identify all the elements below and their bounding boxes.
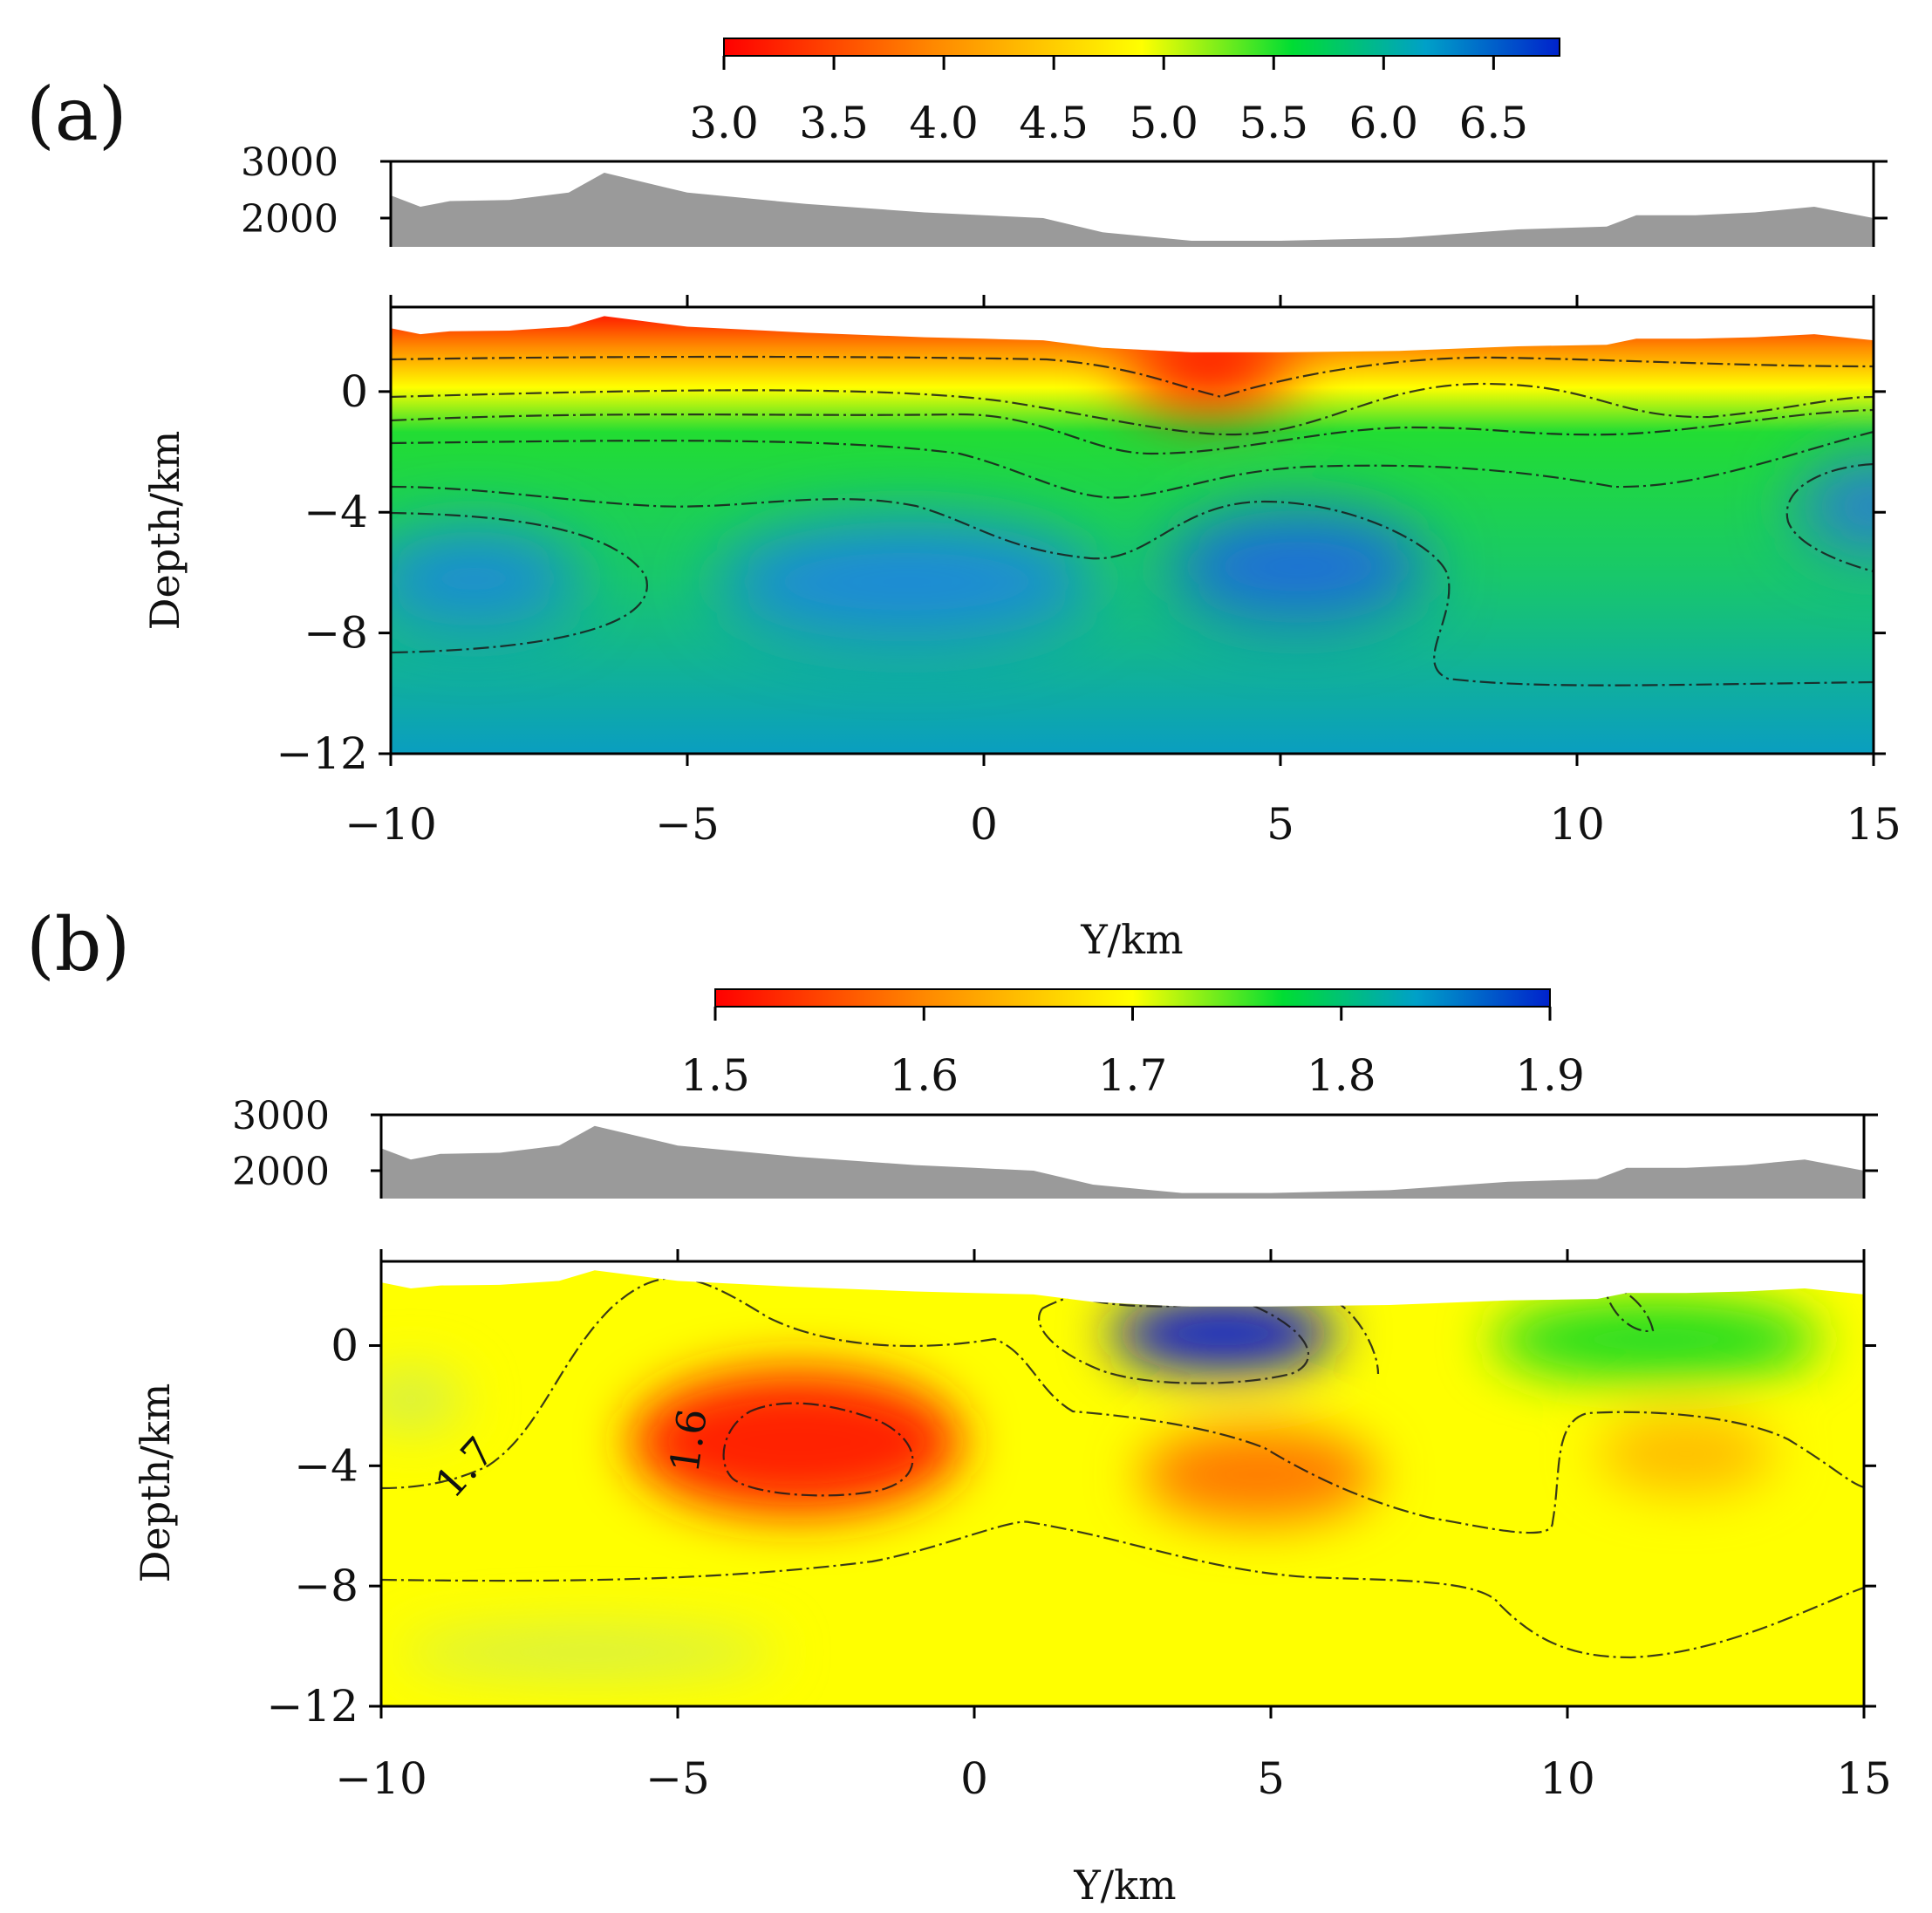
- y-tick-label: −4: [294, 1440, 358, 1491]
- colorbar-tick-label: 1.9: [1515, 1050, 1585, 1101]
- anomaly-mid: [399, 1628, 779, 1677]
- x-tick-label: 5: [1266, 799, 1294, 850]
- y-tick-label: −12: [266, 1681, 358, 1732]
- panel-a-topo-label-2000: 2000: [241, 197, 338, 242]
- x-tick-label: −10: [335, 1753, 427, 1804]
- panel-b-field: 1.7 1.6: [381, 1270, 1864, 1706]
- panel-a-contour-line: [391, 430, 1874, 499]
- panel-b-axes: −10 −5 0 5 10 15 0 −4 −8 −12: [266, 1249, 1892, 1804]
- colorbar-tick-label: 1.6: [889, 1050, 959, 1101]
- anomaly-low: [1126, 328, 1293, 407]
- panel-a-contour-line: [391, 485, 1874, 687]
- panel-a-ylabel: Depth/km: [141, 431, 188, 631]
- colorbar-tick-label: 4.0: [909, 98, 979, 148]
- y-tick-label: −12: [276, 728, 368, 779]
- panel-b-topography: 3000 2000: [232, 1094, 1878, 1199]
- anomaly-low: [630, 1370, 963, 1514]
- panel-b-anomalies: [381, 1294, 1823, 1677]
- panel-b-section: 1.7 1.6 −10 −5 0 5 10 15 0 −4 −8 −12 Depth/km Y/k…: [132, 1249, 1892, 1909]
- x-tick-label: 15: [1846, 799, 1901, 850]
- anomaly-high: [717, 521, 1097, 642]
- anomaly-high: [391, 530, 581, 627]
- panel-a-axes: −10 −5 0 5 10 15 0 −4 −8 −12: [276, 295, 1901, 850]
- panel-b-contour-line: [381, 1520, 1864, 1659]
- x-tick-label: 0: [960, 1753, 988, 1804]
- panel-a-colorbar-bar: [723, 38, 1560, 57]
- colorbar-tick-label: 3.5: [799, 98, 869, 148]
- colorbar-tick-label: 6.5: [1459, 98, 1529, 148]
- anomaly-high: [1110, 1294, 1336, 1373]
- anomaly-low: [1597, 1414, 1775, 1493]
- y-tick-label: −4: [304, 487, 368, 537]
- x-tick-label: 0: [970, 799, 998, 850]
- x-tick-label: 10: [1549, 799, 1605, 850]
- panel-a-anomalies: [391, 328, 1874, 642]
- panel-b-colorbar-ticks: 1.5 1.6 1.7 1.8 1.9: [680, 1007, 1585, 1101]
- panel-b: (b) 1.5 1.6 1.7 1.8 1.9 3000 2000: [26, 902, 1892, 1909]
- panel-a-field-background: [391, 316, 1874, 754]
- x-tick-label: −5: [655, 799, 720, 850]
- anomaly-mid: [381, 1370, 465, 1430]
- panel-b-topo-label-2000: 2000: [232, 1150, 330, 1194]
- panel-a-field: [391, 316, 1874, 754]
- panel-a-contour-line: [391, 408, 1874, 455]
- y-tick-label: 0: [331, 1320, 358, 1370]
- x-tick-label: 10: [1539, 1753, 1595, 1804]
- panel-a-topography: 3000 2000: [241, 140, 1888, 247]
- x-tick-label: −10: [345, 799, 437, 850]
- panel-a-section: −10 −5 0 5 10 15 0 −4 −8 −12 Depth/km Y/km: [141, 295, 1901, 963]
- x-tick-label: 5: [1257, 1753, 1285, 1804]
- panel-b-topo-profile: [381, 1125, 1864, 1199]
- x-tick-label: −5: [645, 1753, 710, 1804]
- anomaly-high: [1796, 457, 1874, 555]
- panel-a-label: (a): [26, 72, 127, 157]
- panel-b-colorbar: 1.5 1.6 1.7 1.8 1.9: [680, 988, 1585, 1101]
- colorbar-tick-label: 3.0: [689, 98, 759, 148]
- panel-a-colorbar-ticks: 3.0 3.5 4.0 4.5 5.0 5.5 6.0 6.5: [689, 56, 1528, 148]
- panel-b-xlabel: Y/km: [1073, 1862, 1176, 1909]
- panel-a-contours: [391, 355, 1874, 687]
- x-tick-label: 15: [1836, 1753, 1892, 1804]
- anomaly-low: [1140, 1426, 1378, 1523]
- panel-b-contour-line: [381, 1277, 1864, 1534]
- colorbar-tick-label: 5.0: [1129, 98, 1198, 148]
- y-tick-label: −8: [294, 1561, 358, 1611]
- colorbar-tick-label: 4.5: [1019, 98, 1089, 148]
- panel-a-contour-line: [391, 382, 1874, 436]
- colorbar-tick-label: 1.8: [1307, 1050, 1376, 1101]
- panel-b-ylabel: Depth/km: [132, 1384, 179, 1583]
- panel-b-contour-label-1.6: 1.6: [660, 1406, 716, 1476]
- panel-b-label: (b): [26, 902, 130, 987]
- panel-b-contour-line: [1603, 1287, 1655, 1332]
- panel-a-topo-label-3000: 3000: [241, 140, 338, 185]
- colorbar-tick-label: 5.5: [1239, 98, 1308, 148]
- panel-b-contour-line: [722, 1402, 914, 1497]
- colorbar-tick-label: 1.7: [1098, 1050, 1168, 1101]
- anomaly-high: [1167, 509, 1429, 625]
- anomaly-mid: [1490, 1297, 1823, 1382]
- panel-a-xlabel: Y/km: [1080, 916, 1183, 963]
- y-tick-label: 0: [340, 366, 368, 417]
- panel-a-topo-profile: [391, 173, 1874, 247]
- panel-a-colorbar: 3.0 3.5 4.0 4.5 5.0 5.5 6.0 6.5: [689, 38, 1560, 148]
- panel-a-contour-line: [1785, 462, 1874, 573]
- panel-b-topo-label-3000: 3000: [232, 1094, 330, 1138]
- panel-a: (a) 3.0 3.5 4.0 4.5 5.0 5.5 6.0 6.5 3000 2000: [26, 38, 1901, 963]
- panel-b-colorbar-bar: [714, 988, 1551, 1008]
- colorbar-tick-label: 1.5: [680, 1050, 750, 1101]
- y-tick-label: −8: [304, 608, 368, 659]
- colorbar-tick-label: 6.0: [1349, 98, 1419, 148]
